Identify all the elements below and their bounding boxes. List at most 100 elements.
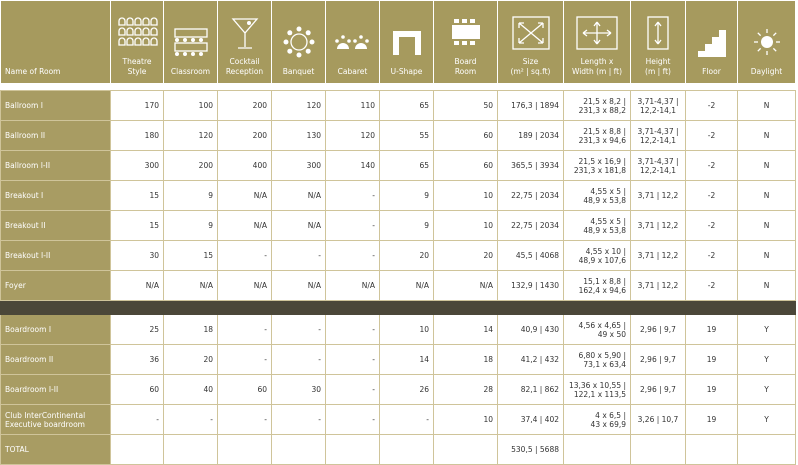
- text-line: Cabaret: [337, 67, 368, 76]
- cell: 132,9 | 1430: [497, 270, 564, 301]
- icon: [283, 26, 314, 58]
- cell: N: [737, 150, 796, 181]
- text-line: Daylight: [750, 67, 783, 76]
- cell: 3,71-4,37 | 12,2-14,1: [630, 90, 686, 121]
- text-line: (m² | sq.ft): [510, 67, 551, 76]
- cell: 18: [163, 314, 218, 345]
- cell: -2: [685, 210, 738, 241]
- header-cell: Height (m | ft): [630, 0, 686, 84]
- cell: -2: [685, 120, 738, 151]
- icon: [231, 18, 258, 49]
- cell: -2: [685, 270, 738, 301]
- text-line: 6,80 x 5,90 |: [578, 350, 626, 360]
- cell: [217, 434, 272, 465]
- cell: -: [110, 404, 164, 435]
- text-line: Theatre: [122, 57, 152, 66]
- cell: 40,9 | 430: [497, 314, 564, 345]
- table-row: TOTAL 530,5 | 5688: [0, 434, 796, 465]
- cell: N: [737, 120, 796, 151]
- cell: 21,5 x 8,2 | 231,3 x 88,2: [563, 90, 631, 121]
- cell: 3,71-4,37 | 12,2-14,1: [630, 120, 686, 151]
- text-line: 48,9 x 107,6: [578, 255, 626, 265]
- cell: N/A: [271, 180, 326, 211]
- text-line: 4,55 x 5 |: [590, 186, 626, 196]
- text-line: (m | ft): [645, 67, 671, 76]
- text-line: 12,2-14,1: [639, 165, 677, 175]
- cell: 55: [379, 120, 434, 151]
- cell: -2: [685, 90, 738, 121]
- cell: 9: [163, 210, 218, 241]
- text-line: 12,2-14,1: [639, 105, 677, 115]
- text-line: 2,96 | 9,7: [640, 325, 676, 334]
- cell: 530,5 | 5688: [497, 434, 564, 465]
- cell: -: [325, 344, 380, 375]
- cell: 25: [110, 314, 164, 345]
- text-line: 21,5 x 8,2 |: [583, 96, 626, 106]
- cell: 120: [325, 120, 380, 151]
- text-line: 73,1 x 63,4: [583, 359, 626, 369]
- header-cell: Classroom: [163, 0, 218, 84]
- header-cell: U-Shape: [379, 0, 434, 84]
- text-line: 3,71-4,37 |: [637, 156, 679, 166]
- header-cell: Size (m² | sq.ft): [497, 0, 564, 84]
- text-line: Style: [127, 67, 147, 76]
- cell: -: [379, 404, 434, 435]
- text-line: 2,96 | 9,7: [640, 385, 676, 394]
- text-line: Floor: [702, 67, 721, 76]
- cell: 100: [163, 90, 218, 121]
- cell: 19: [685, 374, 738, 405]
- icon: [118, 17, 158, 46]
- cell: 60: [433, 150, 498, 181]
- room-name: Ballroom II: [0, 120, 111, 151]
- text-line: Length x: [580, 57, 614, 66]
- table-row: Ballroom I-II 300 200 400 300 140 65 60 365,5 | …: [0, 150, 796, 181]
- cell: 9: [379, 180, 434, 211]
- text-line: 3,71 | 12,2: [637, 191, 679, 200]
- text-line: 48,9 x 53,8: [583, 195, 626, 205]
- cell: 60: [110, 374, 164, 405]
- text-line: 3,71 | 12,2: [637, 221, 679, 230]
- cell: -: [217, 240, 272, 271]
- cell: 20: [163, 344, 218, 375]
- cell: N/A: [217, 210, 272, 241]
- cell: 9: [163, 180, 218, 211]
- text-line: 13,36 x 10,55 |: [568, 380, 626, 390]
- room-name: Breakout I-II: [0, 240, 111, 271]
- cell: 40: [163, 374, 218, 405]
- room-name: Ballroom I: [0, 90, 111, 121]
- room-name: Boardroom I: [0, 314, 111, 345]
- spacer-cell: [1, 84, 796, 91]
- cell: -: [325, 314, 380, 345]
- cell: 15: [110, 180, 164, 211]
- cell: 20: [433, 240, 498, 271]
- text-line: 231,3 x 94,6: [578, 135, 626, 145]
- header-cell: Cocktail Reception: [217, 0, 272, 84]
- room-name: TOTAL: [0, 434, 111, 465]
- cell: N/A: [110, 270, 164, 301]
- cell: -: [217, 344, 272, 375]
- cell: -: [217, 404, 272, 435]
- icon: [392, 31, 421, 55]
- cell: 365,5 | 3934: [497, 150, 564, 181]
- cell: 9: [379, 210, 434, 241]
- cell: N: [737, 90, 796, 121]
- room-name: Breakout II: [0, 210, 111, 241]
- room-name: Boardroom I-II: [0, 374, 111, 405]
- cell: 22,75 | 2034: [497, 180, 564, 211]
- cell: -: [271, 314, 326, 345]
- cell: 10: [433, 404, 498, 435]
- text-line: 3,71-4,37 |: [637, 126, 679, 136]
- cell: [379, 434, 434, 465]
- table-row: Club InterContinental Executive boardroo…: [0, 404, 796, 435]
- cell: N/A: [271, 270, 326, 301]
- header-cell: Name of Room: [0, 0, 111, 84]
- cell: N: [737, 240, 796, 271]
- table-row: Boardroom I 25 18- - -10 14 40,9 | 430 4,56 x 4…: [0, 314, 796, 345]
- text-line: 15,1 x 8,8 |: [583, 276, 626, 286]
- cell: 3,71 | 12,2: [630, 270, 686, 301]
- cell: 60: [433, 120, 498, 151]
- room-name: Boardroom II: [0, 344, 111, 375]
- cell: N/A: [325, 270, 380, 301]
